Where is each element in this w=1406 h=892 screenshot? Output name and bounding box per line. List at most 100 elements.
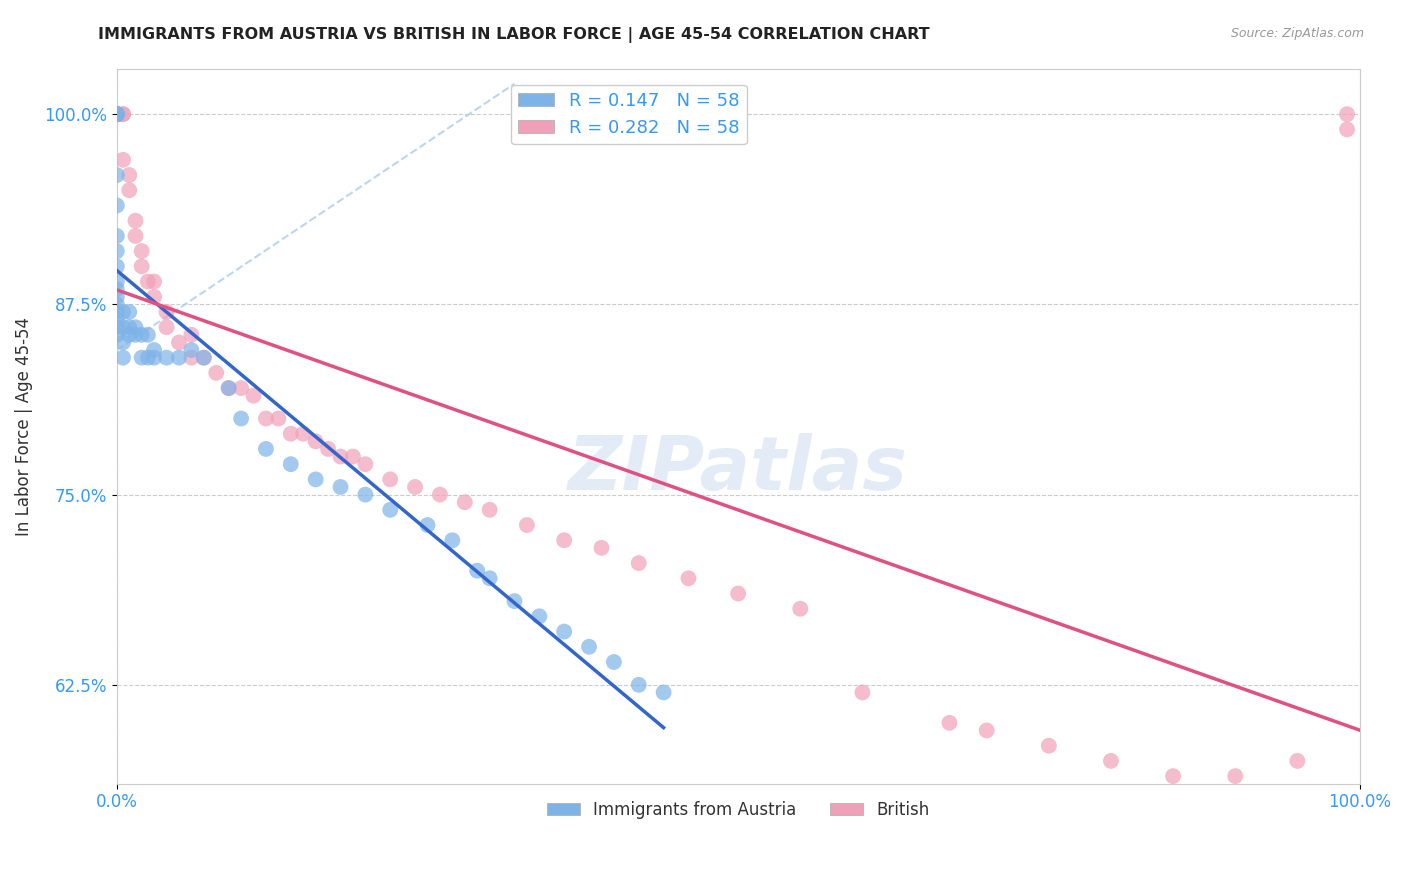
Point [105,297,128,311]
Point [105,320,128,334]
Point [627,678,650,692]
Point [143,351,166,365]
Point [193,351,215,365]
Point [1336,107,1358,121]
Text: IMMIGRANTS FROM AUSTRIA VS BRITISH IN LABOR FORCE | AGE 45-54 CORRELATION CHART: IMMIGRANTS FROM AUSTRIA VS BRITISH IN LA… [98,27,929,43]
Point [242,389,264,403]
Point [105,107,128,121]
Point [789,601,811,615]
Point [627,556,650,570]
Point [112,107,135,121]
Point [193,351,215,365]
Point [136,351,159,365]
Point [105,107,128,121]
Point [112,351,135,365]
Point [131,244,153,259]
Point [105,107,128,121]
Point [652,685,675,699]
Point [280,426,302,441]
Point [136,327,159,342]
Point [380,472,402,486]
Point [143,275,166,289]
Point [342,450,364,464]
Point [105,107,128,121]
Point [105,168,128,182]
Point [938,715,960,730]
Point [1099,754,1122,768]
Point [143,290,166,304]
Point [105,107,128,121]
Point [591,541,613,555]
Point [205,366,228,380]
Text: ZIPatlas: ZIPatlas [568,433,908,506]
Point [1225,769,1247,783]
Point [578,640,600,654]
Point [404,480,426,494]
Point [305,472,328,486]
Point [553,533,575,548]
Point [105,327,128,342]
Point [105,107,128,121]
Point [254,442,277,456]
Point [124,320,146,334]
Point [727,586,749,600]
Point [112,107,135,121]
Point [478,503,501,517]
Point [354,457,377,471]
Point [105,107,128,121]
Point [976,723,998,738]
Point [503,594,526,608]
Point [329,480,352,494]
Point [118,327,141,342]
Point [1161,769,1184,783]
Point [441,533,464,548]
Point [105,305,128,319]
Point [354,487,377,501]
Point [1336,122,1358,136]
Point [118,320,141,334]
Point [143,343,166,357]
Point [465,564,488,578]
Point [180,351,202,365]
Point [105,107,128,121]
Point [218,381,240,395]
Point [1286,754,1309,768]
Point [280,457,302,471]
Point [229,381,252,395]
Point [416,518,439,533]
Point [105,275,128,289]
Point [218,381,240,395]
Point [118,305,141,319]
Point [131,351,153,365]
Point [118,168,141,182]
Point [329,450,352,464]
Point [180,343,202,357]
Point [380,503,402,517]
Point [105,107,128,121]
Point [155,305,177,319]
Point [124,213,146,227]
Point [603,655,626,669]
Point [112,305,135,319]
Point [305,434,328,449]
Point [112,335,135,350]
Point [516,518,538,533]
Point [155,320,177,334]
Point [105,312,128,326]
Point [105,107,128,121]
Point [316,442,339,456]
Point [124,228,146,243]
Point [105,282,128,296]
Point [553,624,575,639]
Point [478,571,501,585]
Legend: Immigrants from Austria, British: Immigrants from Austria, British [540,794,936,825]
Point [254,411,277,425]
Point [167,335,190,350]
Point [167,351,190,365]
Point [131,260,153,274]
Point [529,609,551,624]
Point [105,107,128,121]
Point [155,351,177,365]
Point [105,244,128,259]
Point [105,290,128,304]
